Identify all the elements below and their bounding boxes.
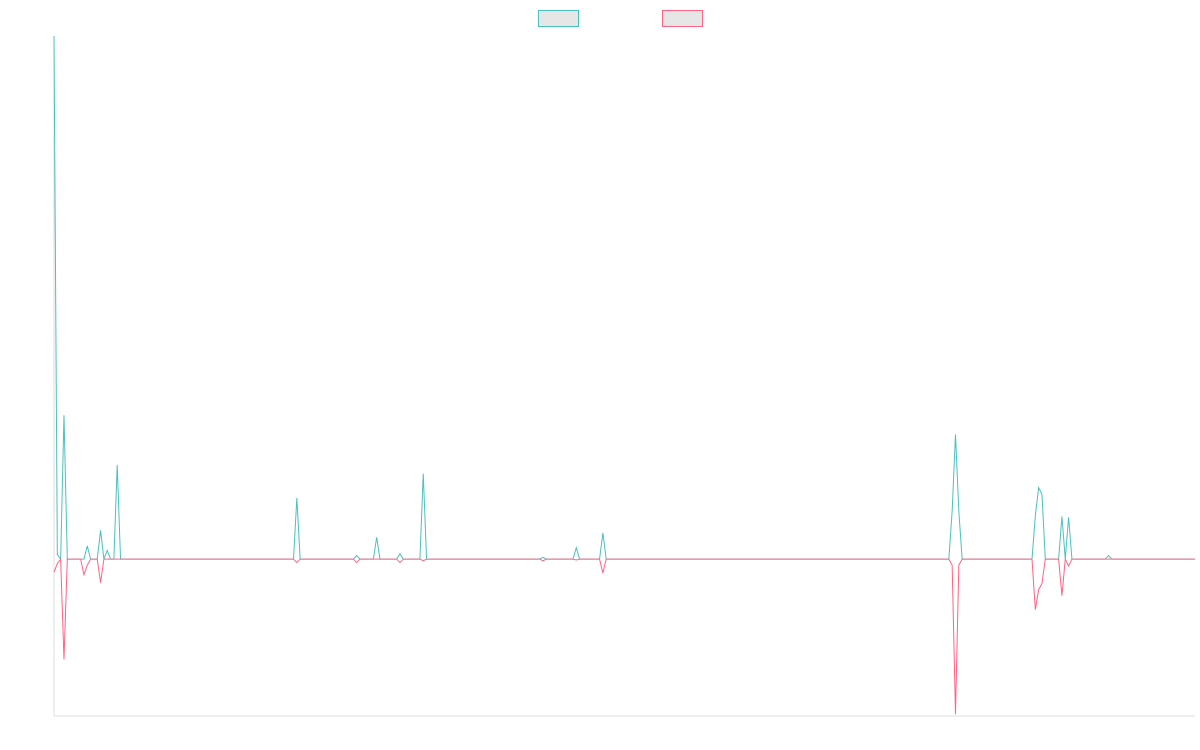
axes	[53, 36, 1195, 717]
legend-swatch-2[interactable]	[662, 10, 703, 27]
legend-item-2[interactable]	[662, 10, 703, 27]
legend-swatch-1[interactable]	[538, 10, 579, 27]
legend[interactable]	[538, 10, 703, 27]
series-layer	[53, 35, 1195, 715]
series-line-2	[53, 557, 1195, 715]
series-line-1	[53, 35, 1195, 561]
legend-item-1[interactable]	[538, 10, 579, 27]
